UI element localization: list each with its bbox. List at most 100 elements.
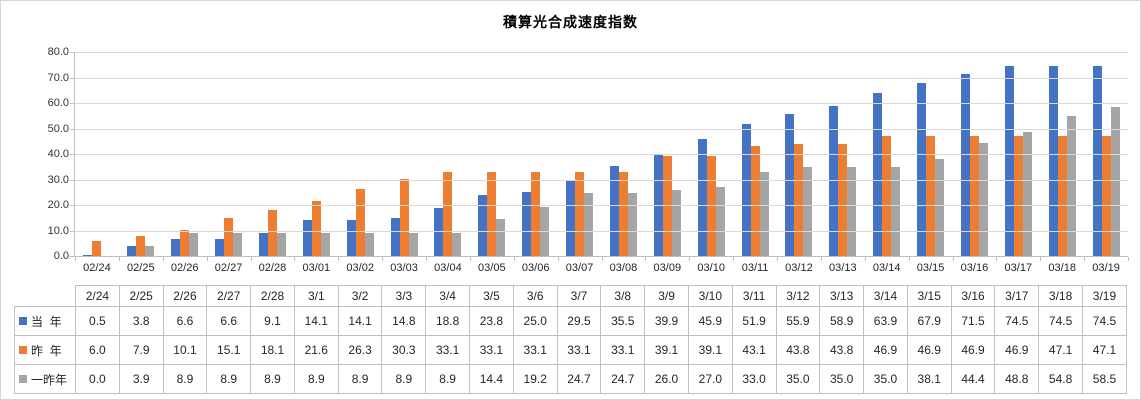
bar-two_years_ago-03/09: [671, 189, 681, 256]
x-axis-label: 03/11: [741, 262, 769, 274]
table-value-cell: 9.1: [250, 306, 295, 336]
y-axis-tick: [70, 231, 74, 232]
x-axis-label: 03/06: [521, 262, 550, 274]
table-value-cell: 45.9: [687, 306, 733, 336]
bar-group-03/18: [1040, 52, 1084, 256]
x-axis-line: [74, 256, 1128, 257]
bar-last_year-02/27: [224, 217, 234, 256]
bar-group-03/16: [953, 52, 997, 256]
gridline: [75, 231, 1128, 232]
table-value-cell: 74.5: [1081, 306, 1128, 336]
gridline: [75, 205, 1128, 206]
table-value-cell: 18.1: [250, 335, 295, 365]
table-value-cell: 0.0: [75, 364, 120, 394]
x-axis-label: 03/09: [653, 262, 682, 274]
table-value-cell: 71.5: [950, 306, 996, 336]
x-axis-label: 03/07: [565, 262, 594, 274]
bar-two_years_ago-03/11: [759, 171, 769, 256]
table-value-cell: 44.4: [950, 364, 996, 394]
bar-two_years_ago-03/14: [891, 166, 901, 256]
x-axis-label: 03/15: [916, 262, 945, 274]
table-value-cell: 8.9: [206, 364, 252, 394]
bar-group-03/10: [689, 52, 733, 256]
table-date-header: 3/12: [775, 285, 821, 307]
y-axis-tick-label: 20.0: [47, 199, 69, 211]
gridline: [75, 129, 1128, 130]
x-axis-label: 03/13: [829, 262, 857, 274]
bar-this_year-03/15: [917, 82, 927, 256]
table-value-cell: 7.9: [118, 335, 164, 365]
table-value-cell: 25.0: [512, 306, 558, 336]
y-axis-tick: [70, 180, 74, 181]
x-axis-label: 02/26: [170, 262, 199, 274]
bar-group-02/25: [119, 52, 163, 256]
y-axis-tick-label: 70.0: [47, 72, 69, 84]
bar-two_years_ago-03/03: [408, 233, 418, 256]
x-axis-label: 03/19: [1092, 262, 1120, 274]
y-axis-tick-label: 0.0: [53, 250, 69, 262]
legend-swatch-icon: [19, 375, 27, 383]
bar-last_year-03/15: [926, 136, 936, 256]
table-value-cell: 35.5: [600, 306, 646, 336]
table-value-cell: 33.1: [556, 335, 602, 365]
data-table: 2/24 2/25 2/26 2/27 2/28 3/1 3/2 3/3 3/4 3/5 3/6 3/…: [14, 285, 1128, 394]
table-value-cell: 35.0: [819, 364, 865, 394]
x-axis-tick: [513, 257, 515, 261]
x-axis-tick: [1128, 257, 1129, 261]
bar-last_year-03/06: [531, 171, 541, 256]
table-value-cell: 10.1: [162, 335, 208, 365]
x-axis-label: 02/24: [83, 262, 111, 274]
table-value-cell: 33.1: [425, 335, 471, 365]
bar-two_years_ago-03/15: [935, 158, 945, 256]
table-value-cell: 30.3: [381, 335, 427, 365]
bar-two_years_ago-03/04: [452, 233, 462, 256]
bar-this_year-03/18: [1048, 66, 1058, 256]
bar-this_year-03/01: [302, 220, 312, 256]
bar-this_year-03/17: [1004, 66, 1014, 256]
x-axis-tick: [162, 257, 164, 261]
table-value-cell: 14.1: [293, 306, 339, 336]
x-axis-label: 02/28: [258, 262, 287, 274]
bar-group-03/04: [426, 52, 470, 256]
x-axis-tick: [206, 257, 208, 261]
table-date-header: 3/2: [337, 285, 383, 307]
table-value-cell: 3.8: [118, 306, 164, 336]
table-value-cell: 55.9: [775, 306, 821, 336]
y-axis-tick-label: 40.0: [47, 148, 69, 160]
table-date-header: 3/17: [994, 285, 1040, 307]
bar-group-03/17: [996, 52, 1040, 256]
table-value-cell: 33.1: [512, 335, 558, 365]
x-axis-tick: [118, 257, 120, 261]
x-axis-label: 03/16: [960, 262, 989, 274]
table-value-cell: 8.9: [381, 364, 427, 394]
bar-two_years_ago-03/07: [584, 193, 594, 256]
bar-this_year-02/28: [258, 232, 268, 256]
table-value-cell: 24.7: [600, 364, 646, 394]
table-date-header: 2/26: [162, 285, 208, 307]
bar-group-03/05: [470, 52, 514, 256]
bar-group-03/19: [1084, 52, 1128, 256]
gridline: [75, 78, 1128, 79]
bar-this_year-02/26: [171, 239, 181, 256]
table-value-cell: 8.9: [293, 364, 339, 394]
table-value-cell: 47.1: [1038, 335, 1083, 365]
bar-group-03/08: [602, 52, 646, 256]
x-axis-tick: [996, 257, 998, 261]
bar-two_years_ago-03/18: [1066, 116, 1076, 256]
table-value-cell: 46.9: [950, 335, 996, 365]
bar-this_year-03/08: [609, 165, 619, 256]
x-axis-tick: [601, 257, 603, 261]
x-axis-tick: [338, 257, 340, 261]
table-date-header: 2/24: [75, 285, 120, 307]
bar-last_year-03/02: [355, 188, 365, 256]
plot-area: [70, 52, 1129, 261]
bar-group-03/02: [338, 52, 382, 256]
table-date-header: 3/15: [906, 285, 952, 307]
table-value-cell: 26.0: [644, 364, 689, 394]
table-row-this_year: 当 年 0.5 3.8 6.6 6.6 9.1 14.1 14.1 14.8 18.8 23.8 25…: [14, 306, 1128, 336]
legend-cell-this_year: 当 年: [14, 306, 76, 336]
table-date-header: 3/19: [1081, 285, 1128, 307]
bar-this_year-03/02: [346, 220, 356, 256]
bar-two_years_ago-03/08: [627, 193, 637, 256]
table-value-cell: 8.9: [162, 364, 208, 394]
